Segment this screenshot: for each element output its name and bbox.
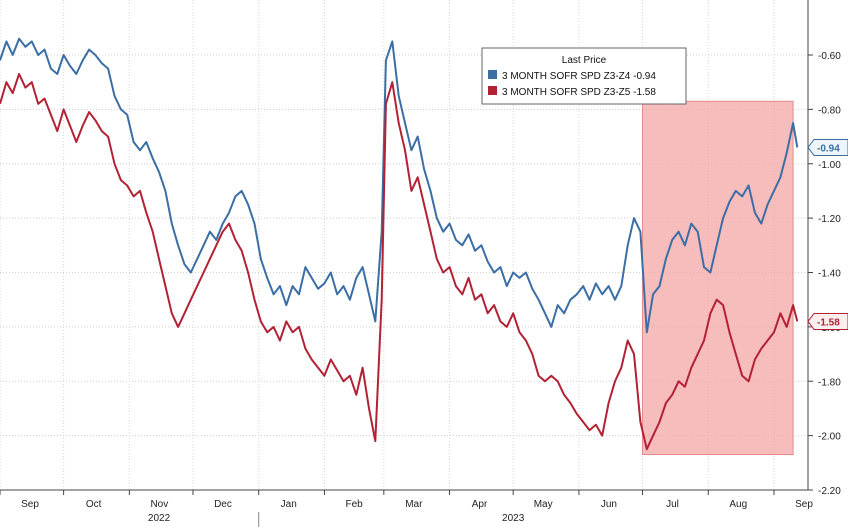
x-tick-label-mar-6: Mar xyxy=(405,499,423,510)
y-tick-label-4: -1.40 xyxy=(818,269,841,280)
y-tick-label-2: -1.00 xyxy=(818,160,841,171)
legend-swatch-z3-z4 xyxy=(488,70,497,79)
y-tick-label-7: -2.00 xyxy=(818,432,841,443)
legend-entry-z3-z4: 3 MONTH SOFR SPD Z3-Z4 -0.94 xyxy=(502,71,656,82)
x-tick-label-feb-5: Feb xyxy=(346,499,364,510)
legend-swatch-z3-z5 xyxy=(488,86,497,95)
x-tick-label-apr-7: Apr xyxy=(472,499,488,510)
x-tick-label-sep-12: Sep xyxy=(795,499,813,510)
y-tick-label-1: -0.80 xyxy=(818,105,841,116)
x-tick-label-aug-11: Aug xyxy=(729,499,747,510)
legend-box xyxy=(481,47,687,105)
last-value-badges: -0.94 -1.58 xyxy=(807,138,848,330)
last-value-badge-3-month-sofr-spd-z3-z5: -1.58 xyxy=(807,312,848,330)
legend-entry-z3-z5: 3 MONTH SOFR SPD Z3-Z5 -1.58 xyxy=(502,87,656,98)
x-year-label-2022: 2022 xyxy=(148,513,171,524)
badge-shape-1 xyxy=(807,312,848,330)
highlight-rect xyxy=(642,100,794,456)
y-tick-label-8: -2.20 xyxy=(818,486,841,497)
series-line-3-month-sofr-spd-z3-z5 xyxy=(0,73,799,451)
y-tick-label-0: -0.60 xyxy=(818,51,841,62)
badge-text-1: -1.58 xyxy=(817,317,840,328)
badge-text-0: -0.94 xyxy=(817,143,840,154)
legend-title: Last Price xyxy=(562,55,607,66)
y-tick-label-3: -1.20 xyxy=(818,214,841,225)
chart-legend: Last Price 3 MONTH SOFR SPD Z3-Z4 -0.94 … xyxy=(481,47,687,105)
last-value-badge-3-month-sofr-spd-z3-z4: -0.94 xyxy=(807,138,848,156)
x-tick-label-jun-9: Jun xyxy=(601,499,617,510)
x-year-label-2023: 2023 xyxy=(502,513,525,524)
x-tick-label-sep-0: Sep xyxy=(21,499,39,510)
x-tick-label-may-8: May xyxy=(534,499,553,510)
badge-shape-0 xyxy=(807,138,848,156)
x-tick-label-oct-1: Oct xyxy=(86,499,102,510)
x-tick-label-nov-2: Nov xyxy=(150,499,168,510)
y-tick-label-6: -1.80 xyxy=(818,377,841,388)
series-line-3-month-sofr-spd-z3-z4 xyxy=(0,37,799,334)
x-tick-label-jan-4: Jan xyxy=(281,499,297,510)
x-tick-label-dec-3: Dec xyxy=(214,499,232,510)
highlight-band xyxy=(642,100,794,456)
x-tick-label-jul-10: Jul xyxy=(666,499,679,510)
series-lines xyxy=(0,37,799,451)
